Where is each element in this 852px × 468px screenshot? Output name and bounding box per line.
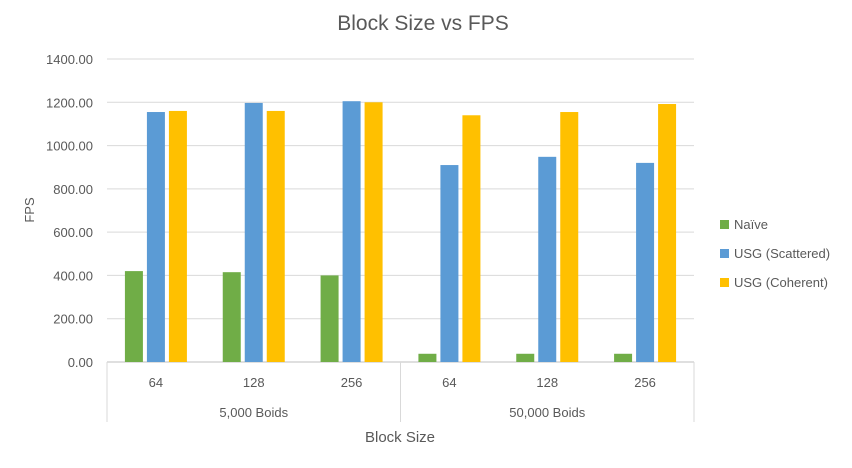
x-tick-label: 256 xyxy=(341,375,363,390)
y-tick-label: 1000.00 xyxy=(46,139,93,154)
bar xyxy=(636,162,655,362)
x-tick-label: 64 xyxy=(442,375,456,390)
x-tick-label: 128 xyxy=(243,375,265,390)
bar xyxy=(168,110,187,362)
bar xyxy=(320,275,339,362)
x-group-label: 5,000 Boids xyxy=(219,405,288,420)
chart-title: Block Size vs FPS xyxy=(337,12,509,35)
legend-label: USG (Coherent) xyxy=(734,275,828,290)
x-tick-label: 128 xyxy=(536,375,558,390)
gridlines xyxy=(107,58,694,363)
x-axis-title: Block Size xyxy=(365,429,435,446)
x-tick-label: 256 xyxy=(634,375,656,390)
bar xyxy=(560,112,579,363)
legend: Naïve USG (Scattered) USG (Coherent) xyxy=(720,217,830,290)
legend-label: USG (Scattered) xyxy=(734,246,830,261)
bar xyxy=(614,353,633,362)
y-tick-label: 1200.00 xyxy=(46,95,93,110)
bar xyxy=(124,271,143,362)
legend-label: Naïve xyxy=(734,217,768,232)
legend-swatch xyxy=(720,249,729,258)
legend-swatch xyxy=(720,220,729,229)
bar xyxy=(516,353,535,362)
y-tick-label: 1400.00 xyxy=(46,52,93,67)
y-tick-label: 400.00 xyxy=(53,268,93,283)
x-tick-label: 64 xyxy=(149,375,163,390)
y-tick-label: 800.00 xyxy=(53,182,93,197)
bar xyxy=(418,353,437,362)
bar xyxy=(462,115,481,363)
legend-swatch xyxy=(720,278,729,287)
bar xyxy=(440,165,459,362)
y-tick-label: 200.00 xyxy=(53,312,93,327)
bar xyxy=(342,101,361,362)
bar xyxy=(538,156,557,362)
y-tick-label: 600.00 xyxy=(53,225,93,240)
bar xyxy=(658,104,677,362)
bar xyxy=(266,110,285,362)
y-tick-label: 0.00 xyxy=(68,355,93,370)
x-group-label: 50,000 Boids xyxy=(509,405,585,420)
bar xyxy=(222,272,241,362)
x-axis: 64 128 256 5,000 Boids 64 128 256 50,000 Boids xyxy=(106,362,695,422)
y-tick-labels: 0.00 200.00 400.00 600.00 800.00 1000.00 1200.… xyxy=(46,52,93,370)
bar xyxy=(244,102,263,362)
bars xyxy=(124,101,677,363)
bar xyxy=(146,112,165,363)
y-axis-title: FPS xyxy=(22,197,37,223)
bar xyxy=(364,102,383,363)
